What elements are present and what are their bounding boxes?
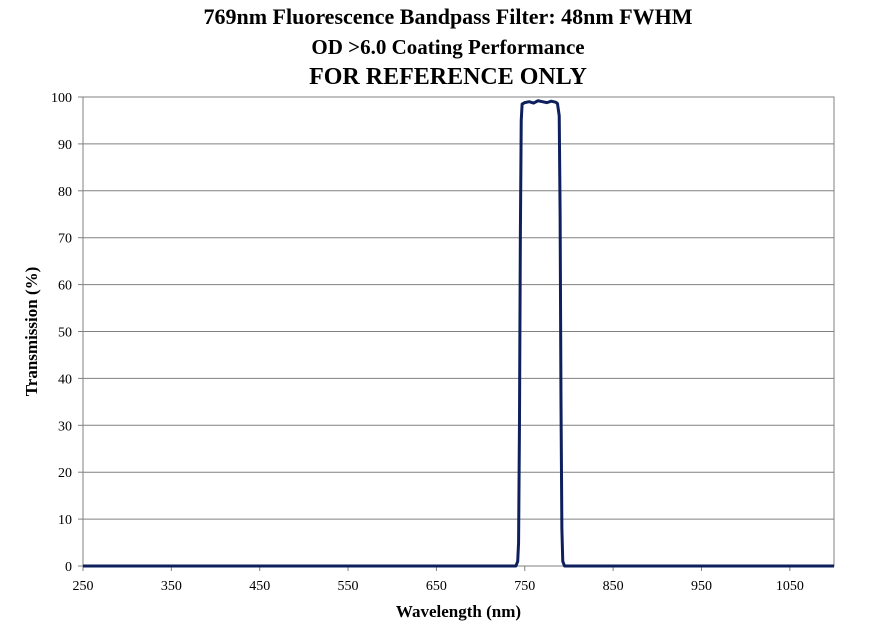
y-axis-label: Transmission (%)	[22, 267, 41, 397]
x-tick-label: 1050	[776, 579, 804, 594]
y-tick-label: 50	[58, 326, 72, 341]
y-tick-label: 30	[58, 419, 72, 434]
x-tick-label: 750	[514, 579, 535, 594]
y-tick-label: 40	[58, 372, 72, 387]
x-tick-label: 450	[249, 579, 270, 594]
x-tick-label: 550	[338, 579, 359, 594]
chart-note: FOR REFERENCE ONLY	[309, 64, 587, 90]
y-tick-label: 20	[58, 466, 72, 481]
y-tick-label: 100	[51, 91, 72, 106]
y-tick-label: 0	[65, 560, 72, 575]
x-tick-label: 650	[426, 579, 447, 594]
y-tick-label: 80	[58, 185, 72, 200]
transmission-series-line	[83, 99, 834, 568]
x-axis-ticks: 250 350 450 550 650 750 850 950 1050	[73, 566, 804, 594]
y-tick-label: 90	[58, 138, 72, 153]
y-axis-ticks: 0 10 20 30 40 50 60 70 80 90 100	[51, 91, 83, 575]
y-tick-label: 60	[58, 279, 72, 294]
x-tick-label: 850	[603, 579, 624, 594]
x-tick-label: 350	[161, 579, 182, 594]
chart-subtitle: OD >6.0 Coating Performance	[311, 35, 585, 59]
y-tick-label: 10	[58, 513, 72, 528]
y-tick-label: 70	[58, 232, 72, 247]
x-axis-label: Wavelength (nm)	[396, 602, 521, 621]
x-tick-label: 950	[691, 579, 712, 594]
x-tick-label: 250	[73, 579, 94, 594]
grid-lines	[83, 96, 834, 567]
chart-title: 769nm Fluorescence Bandpass Filter: 48nm…	[203, 4, 693, 29]
